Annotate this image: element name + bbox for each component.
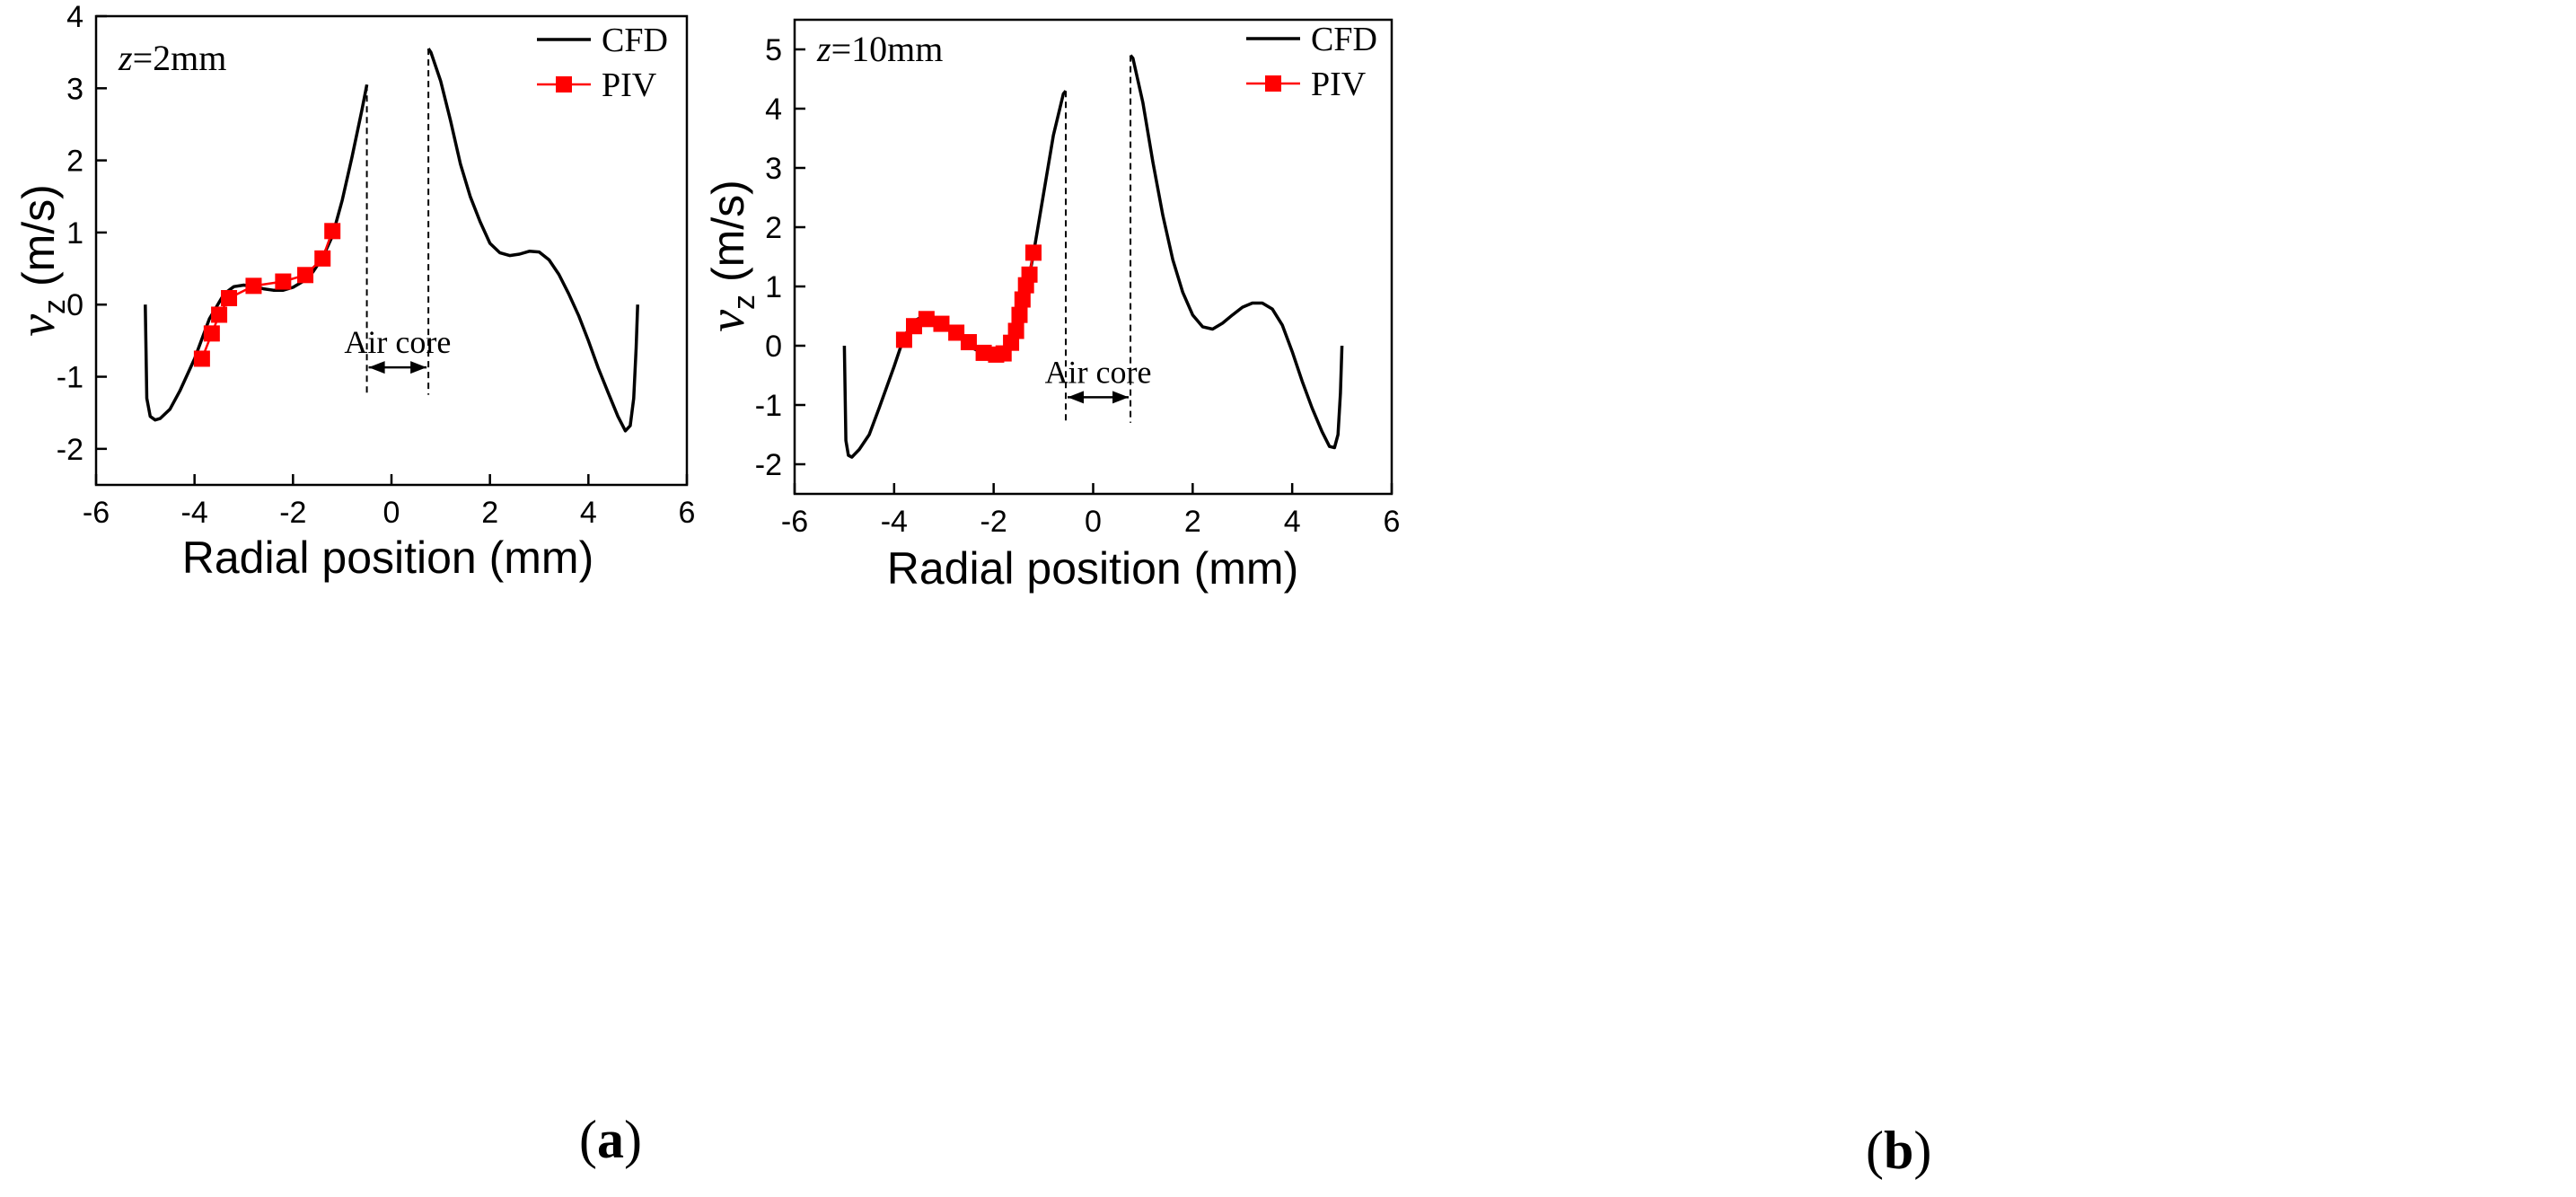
cfd-series-line <box>1129 54 1344 450</box>
y-tick-label: 3 <box>765 152 782 186</box>
y-tick-label: 0 <box>765 330 782 364</box>
x-tick-label: 0 <box>1085 505 1102 539</box>
caption-b-open: ( <box>1866 1121 1884 1180</box>
z-annotation: z=2mm <box>118 38 226 78</box>
y-tick-label: 0 <box>66 288 84 322</box>
y-tick-label: 1 <box>66 216 84 251</box>
piv-data-point <box>1021 266 1038 283</box>
x-tick-label: 6 <box>1384 505 1401 539</box>
piv-data-point <box>906 318 922 335</box>
y-tick-label: -2 <box>755 448 782 482</box>
chart-panel-b: -6 -4 -2 0 2 4 6 -2 -1 0 1 2 3 4 5 Radial position (mm)… <box>699 18 1401 594</box>
y-tick-label: -1 <box>57 361 84 395</box>
z-annotation-symbol: z <box>816 29 831 69</box>
z-annotation-value: =2mm <box>133 38 227 78</box>
air-core-label: Air core <box>1045 354 1152 390</box>
x-tick-label: -6 <box>83 496 110 530</box>
piv-data-point <box>275 273 292 290</box>
y-axis-label-unit: (m/s) <box>703 180 753 295</box>
piv-data-point <box>895 331 912 348</box>
caption-a-letter: a <box>596 1110 624 1169</box>
cfd-series-line <box>426 48 639 433</box>
legend-piv-marker <box>1265 75 1281 92</box>
z-annotation-value: =10mm <box>831 29 944 69</box>
piv-data-point <box>960 334 977 351</box>
legend-cfd-label: CFD <box>1311 21 1377 58</box>
legend-piv-label: PIV <box>1311 66 1367 103</box>
legend-piv-marker <box>556 76 572 92</box>
y-axis-label: vz (m/s) <box>699 180 761 332</box>
x-tick-label: -6 <box>781 505 808 539</box>
plot-frame <box>793 18 1394 496</box>
z-annotation: z=10mm <box>816 29 943 69</box>
caption-b: (b) <box>1866 1120 1931 1182</box>
x-tick-label: 2 <box>1184 505 1201 539</box>
caption-a: (a) <box>579 1109 642 1171</box>
y-tick-label: -1 <box>755 389 782 423</box>
piv-data-point <box>245 277 262 295</box>
air-core-arrowhead-left <box>1068 391 1085 404</box>
x-tick-label: -4 <box>881 505 908 539</box>
piv-data-point <box>918 311 935 328</box>
caption-a-close: ) <box>623 1110 642 1169</box>
piv-data-point <box>221 290 238 307</box>
piv-data-point <box>1014 291 1031 308</box>
y-tick-label: 4 <box>66 0 84 34</box>
y-tick-label: -2 <box>57 433 84 467</box>
piv-data-point <box>1025 244 1042 261</box>
piv-data-point <box>203 325 220 342</box>
x-tick-label: 0 <box>383 496 400 530</box>
air-core-label: Air core <box>344 324 451 360</box>
caption-b-letter: b <box>1883 1121 1914 1180</box>
legend-piv-label: PIV <box>602 66 657 104</box>
legend-cfd-label: CFD <box>602 22 668 59</box>
piv-data-point <box>975 344 992 361</box>
x-tick-label: 6 <box>679 496 696 530</box>
cfd-series-line <box>144 84 369 422</box>
plot-frame <box>94 14 689 487</box>
y-axis-label: vz (m/s) <box>10 184 72 337</box>
x-tick-label: -2 <box>279 496 306 530</box>
piv-data-point <box>1011 306 1028 323</box>
piv-data-point <box>933 315 950 332</box>
y-tick-label: 4 <box>765 92 782 127</box>
x-tick-label: 4 <box>580 496 597 530</box>
piv-data-point <box>948 324 965 341</box>
x-axis-label: Radial position (mm) <box>887 543 1298 594</box>
y-axis-label-symbol: v <box>10 314 66 337</box>
x-tick-label: 4 <box>1284 505 1301 539</box>
y-tick-label: 2 <box>66 145 84 179</box>
y-tick-label: 5 <box>765 33 782 67</box>
y-axis-label-unit: (m/s) <box>13 184 64 299</box>
piv-data-point <box>211 306 228 323</box>
x-tick-label: -4 <box>181 496 208 530</box>
y-axis-label-subscript: z <box>38 299 72 314</box>
x-tick-label: 2 <box>481 496 498 530</box>
air-core-arrowhead-right <box>1112 391 1130 404</box>
y-axis-label-subscript: z <box>727 295 761 310</box>
piv-data-point <box>314 250 331 267</box>
air-core-arrowhead-right <box>410 361 427 374</box>
piv-data-point <box>193 350 210 367</box>
piv-data-point <box>324 223 341 240</box>
caption-a-open: ( <box>579 1110 597 1169</box>
y-tick-label: 2 <box>765 211 782 245</box>
air-core-arrowhead-left <box>368 361 385 374</box>
caption-b-close: ) <box>1913 1121 1932 1180</box>
x-tick-label: -2 <box>980 505 1007 539</box>
x-axis-label: Radial position (mm) <box>182 532 593 583</box>
piv-data-point <box>1007 322 1024 339</box>
y-tick-label: 3 <box>66 72 84 106</box>
z-annotation-symbol: z <box>118 38 133 78</box>
piv-data-point <box>297 267 314 284</box>
y-axis-label-symbol: v <box>699 310 755 332</box>
y-tick-label: 1 <box>765 270 782 304</box>
